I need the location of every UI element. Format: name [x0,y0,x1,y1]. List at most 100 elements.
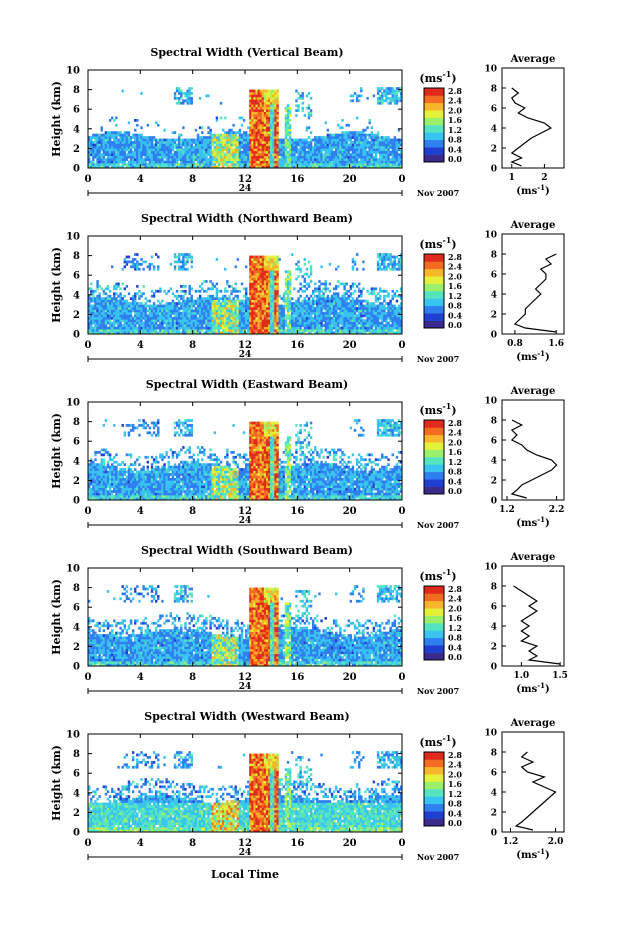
heatmap-cell [237,317,239,320]
heatmap-cell [172,141,174,144]
heatmap-cell [155,319,157,322]
heatmap-cell [306,307,308,310]
heatmap-cell [268,90,270,93]
heatmap-cell [117,300,119,303]
heatmap-cell [352,144,354,147]
heatmap-cell [163,129,165,132]
heatmap-cell [343,295,345,298]
heatmap-cell [178,268,180,271]
heatmap-cell [253,314,255,317]
heatmap-cell [222,153,224,156]
heatmap-cell [264,261,266,264]
heatmap-cell [165,314,167,317]
heatmap-cell [212,317,214,320]
heatmap-cell [337,148,339,151]
heatmap-cell [274,107,276,110]
heatmap-cell [94,327,96,330]
heatmap-cell [109,295,111,298]
heatmap-cell [117,283,119,286]
heatmap-cell [325,327,327,330]
heatmap-cell [302,92,304,95]
heatmap-cell [345,322,347,325]
heatmap-cell [295,146,297,149]
heatmap-cell [371,144,373,147]
heatmap-cell [188,329,190,332]
heatmap-cell [247,163,249,166]
heatmap-cell [151,161,153,164]
heatmap-cell [335,146,337,149]
heatmap-cell [308,153,310,156]
heatmap-cell [333,146,335,149]
heatmap-cell [316,153,318,156]
heatmap-cell [111,144,113,147]
heatmap-cell [327,312,329,315]
heatmap-cell [270,163,272,166]
heatmap-cell [283,305,285,308]
heatmap-cell [218,322,220,325]
y-tick-label: 4 [73,124,80,135]
x-tick-label: 0 [399,174,406,185]
heatmap-cell [304,300,306,303]
heatmap-cell [264,319,266,322]
heatmap-cell [218,329,220,332]
heatmap-cell [325,314,327,317]
heatmap-cell [293,287,295,290]
heatmap-cell [270,131,272,134]
colorbar-tick-label: 0.4 [448,144,462,154]
heatmap-cell [266,161,268,164]
heatmap-cell [281,161,283,164]
heatmap-cell [132,265,134,268]
heatmap-cell [262,126,264,129]
heatmap-cell [251,280,253,283]
heatmap-cell [161,314,163,317]
heatmap-cell [281,314,283,317]
heatmap-cell [138,134,140,137]
heatmap-cell [283,148,285,151]
heatmap-cell [251,163,253,166]
heatmap-cell [176,97,178,100]
heatmap-cell [149,327,151,330]
heatmap-cell [130,156,132,159]
heatmap-cell [354,305,356,308]
heatmap-cell [255,92,257,95]
heatmap-cell [316,141,318,144]
panel-1: Spectral Width (Vertical Beam)0246810Hei… [50,46,564,198]
heatmap-cell [111,327,113,330]
heatmap-cell [195,139,197,142]
avg-y-tick-label: 2 [491,145,497,155]
heatmap-cell [270,319,272,322]
heatmap-cell [111,310,113,313]
heatmap-cell [385,99,387,102]
heatmap-cell [113,287,115,290]
heatmap-cell [126,263,128,266]
heatmap-cell [318,305,320,308]
heatmap-cell [101,305,103,308]
heatmap-cell [138,139,140,142]
heatmap-cell [306,295,308,298]
heatmap-cell [191,314,193,317]
heatmap-cell [151,310,153,313]
heatmap-cell [360,148,362,151]
heatmap-cell [333,144,335,147]
heatmap-cell [354,261,356,264]
heatmap-cell [333,161,335,164]
heatmap-cell [258,134,260,137]
heatmap-cell [178,253,180,256]
heatmap-cell [285,322,287,325]
heatmap-cell [316,314,318,317]
heatmap-cell [341,151,343,154]
heatmap-cell [253,312,255,315]
heatmap-cell [366,163,368,166]
heatmap-cell [119,139,121,142]
heatmap-cell [176,151,178,154]
heatmap-cell [383,95,385,98]
heatmap-cell [373,156,375,159]
heatmap-cell [331,148,333,151]
heatmap-cell [299,268,301,271]
heatmap-cell [109,156,111,159]
heatmap-cell [251,136,253,139]
heatmap-cell [253,139,255,142]
heatmap-cell [287,295,289,298]
heatmap-cell [285,324,287,327]
heatmap-cell [222,295,224,298]
